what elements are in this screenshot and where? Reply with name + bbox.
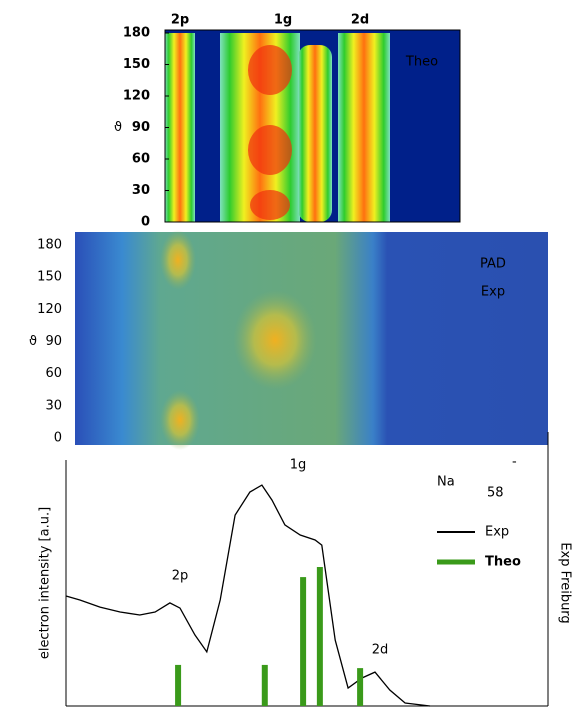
- side-label: Exp Freiburg: [558, 542, 573, 623]
- bar: [300, 577, 307, 706]
- theo-heatmap: [164, 29, 461, 223]
- peak-label: 2d: [372, 643, 389, 658]
- blob: [248, 45, 292, 95]
- column-label: 2p: [171, 13, 189, 28]
- panel-title: PAD: [480, 257, 506, 272]
- bar: [261, 664, 268, 706]
- band: [298, 45, 332, 222]
- y-tick-label: 180: [37, 238, 62, 253]
- y-tick-label: 150: [123, 57, 150, 72]
- title-subscript: 58: [487, 486, 504, 501]
- blob: [160, 230, 196, 290]
- exp-heatmap: [75, 230, 548, 450]
- peak-label: 1g: [290, 458, 307, 473]
- y-tick-label: 60: [132, 152, 150, 167]
- legend-label: Exp: [485, 525, 509, 540]
- title: Na: [437, 475, 455, 490]
- y-tick-label: 0: [54, 431, 62, 446]
- legend-label: Theo: [485, 555, 521, 570]
- band: [338, 33, 390, 222]
- y-tick-label: 90: [132, 120, 150, 135]
- band: [165, 33, 195, 222]
- frame: [164, 29, 461, 223]
- blob: [250, 190, 290, 220]
- blob: [248, 125, 292, 175]
- y-tick-label: 180: [123, 26, 150, 41]
- y-tick-label: 30: [45, 398, 62, 413]
- peak-label: 2p: [172, 569, 189, 584]
- y-axis-label: electron intensity [a.u.]: [38, 507, 53, 659]
- blob: [160, 390, 200, 450]
- column-label: 2d: [351, 13, 369, 28]
- y-axis-label: ϑ: [29, 334, 37, 349]
- blob: [233, 290, 317, 390]
- y-tick-label: 90: [45, 334, 62, 349]
- bar: [357, 668, 364, 706]
- panel-title: Theo: [405, 55, 438, 70]
- panel-title: Exp: [481, 285, 505, 300]
- title-superscript: -: [512, 455, 517, 470]
- bar: [316, 567, 323, 706]
- y-tick-label: 120: [123, 89, 150, 104]
- line: [65, 484, 431, 707]
- y-axis-label: ϑ: [114, 120, 122, 135]
- y-tick-label: 120: [37, 302, 62, 317]
- column-label: 1g: [274, 13, 292, 28]
- y-tick-label: 30: [132, 183, 150, 198]
- y-tick-label: 150: [37, 270, 62, 285]
- y-tick-label: 0: [141, 215, 150, 230]
- y-tick-label: 60: [45, 366, 62, 381]
- bar: [175, 664, 182, 706]
